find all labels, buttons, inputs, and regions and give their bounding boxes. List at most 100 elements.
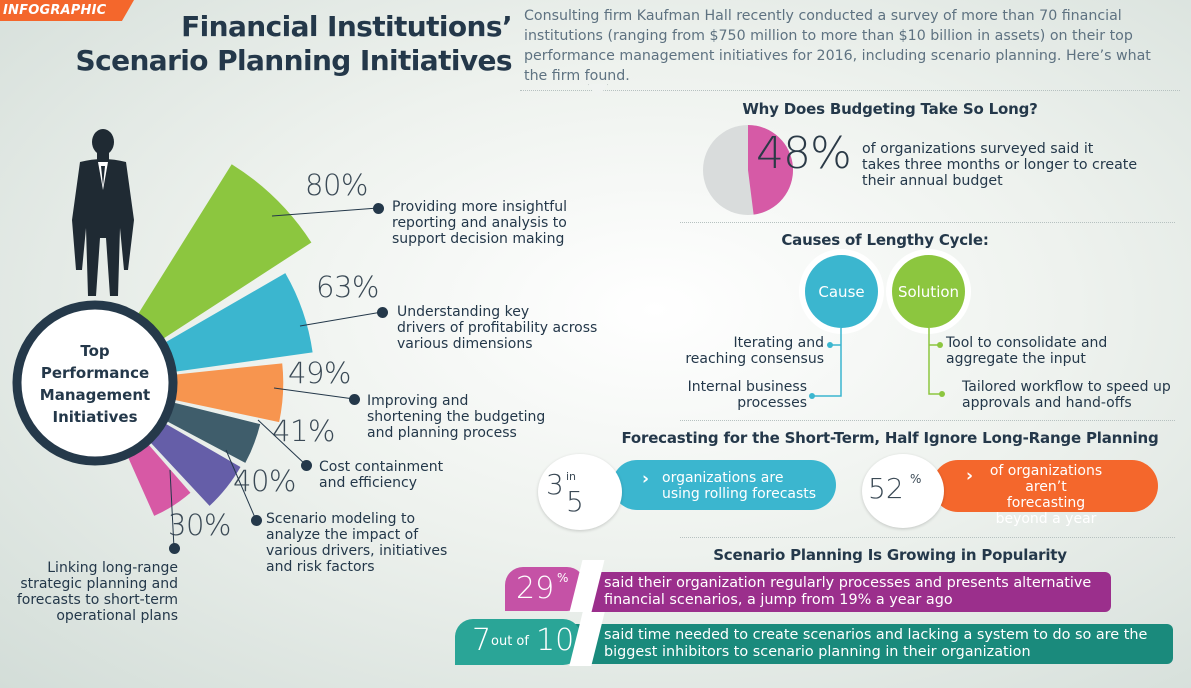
initiative-pct-6: 30% [168, 508, 231, 542]
divider-1 [680, 222, 1175, 223]
initiative-dot-6 [169, 543, 180, 554]
forecast-right-num: 52 [868, 472, 904, 505]
initiative-pct-2: 63% [316, 270, 379, 304]
scenario-bar-1 [575, 572, 1111, 612]
forecast-pill-left [612, 460, 836, 510]
scenario-bar-2 [575, 624, 1173, 664]
solution-item-2: Tailored workflow to speed up approvals … [962, 379, 1171, 411]
solution-item-2-line: Tailored workflow to speed up [962, 379, 1171, 395]
budgeting-text: of organizations surveyed said it takes … [862, 141, 1137, 189]
budgeting-text-line: of organizations surveyed said it [862, 141, 1094, 157]
title-line-1: Financial Institutions’ [181, 10, 513, 43]
scenario-row2-text: said time needed to create scenarios and… [604, 627, 1147, 661]
budgeting-title: Why Does Budgeting Take So Long? [742, 100, 1038, 118]
initiative-label-1-line: reporting and analysis to [392, 215, 567, 231]
initiative-pct-1: 80% [305, 168, 368, 202]
scenario-row2-text-line: said time needed to create scenarios and… [604, 627, 1148, 643]
forecast-left-num: 3 [546, 468, 564, 501]
initiative-label-5-line: various drivers, initiatives [266, 543, 448, 559]
budgeting-text-line: takes three months or longer to create [862, 157, 1138, 173]
forecast-left-text-line: organizations are [662, 470, 784, 486]
initiative-pct-4: 41% [272, 414, 335, 448]
intro-text: Consulting firm Kaufman Hall recently co… [524, 8, 1151, 84]
initiative-label-5: Scenario modeling to analyze the impact … [266, 511, 447, 575]
solution-item-1-line: aggregate the input [946, 351, 1086, 367]
chevron-right-icon: › [642, 469, 650, 489]
cause-item-2-line: Internal business [687, 379, 807, 395]
scenario-row1-num: 29 [516, 571, 555, 606]
initiative-label-4-line: Cost containment [319, 459, 444, 475]
scenario-row2-text-line: biggest inhibitors to scenario planning … [604, 644, 1031, 660]
scenario-row2-den: 10 [536, 623, 575, 658]
hub-circle [12, 300, 178, 466]
budgeting-pct: 48% [756, 128, 852, 179]
cause-item-2-line: processes [737, 395, 807, 411]
initiative-label-2-line: Understanding key [397, 304, 530, 320]
initiatives-fan [12, 129, 313, 516]
scenario-badge-2 [455, 619, 581, 665]
causes-connectors [809, 328, 945, 399]
solution-item-2-line: approvals and hand-offs [962, 395, 1132, 411]
initiative-label-1-line: Providing more insightful [392, 199, 567, 215]
businessman-icon [72, 129, 134, 296]
initiative-label-3-line: Improving and [367, 393, 469, 409]
cause-item-1-line: reaching consensus [685, 351, 824, 367]
chevron-right-icon: › [966, 466, 974, 486]
hub-label-line-2: Performance [40, 364, 150, 382]
forecast-badge-left [538, 454, 622, 530]
page-title: Financial Institutions’ Scenario Plannin… [52, 10, 513, 78]
hub-label: Top Performance Management Initiatives [25, 340, 165, 428]
initiative-label-1-line: support decision making [392, 231, 565, 247]
initiative-label-4-line: and efficiency [319, 475, 417, 491]
initiative-wedge-2 [162, 273, 313, 373]
initiative-label-5-line: analyze the impact of [266, 527, 419, 543]
cause-item-1-line: Iterating and [733, 335, 825, 351]
causes-title: Causes of Lengthy Cycle: [781, 231, 989, 249]
initiative-dot-5 [251, 515, 262, 526]
initiative-label-2-line: various dimensions [397, 336, 533, 352]
hub-label-line-4: Initiatives [52, 408, 138, 426]
initiative-pct-3: 49% [288, 356, 351, 390]
leader-lines [169, 207, 383, 549]
initiative-label-1: Providing more insightful reporting and … [392, 199, 567, 247]
forecast-right-text-line: of organizations [989, 463, 1103, 479]
divider-2 [680, 420, 1175, 421]
forecast-badge-right [862, 454, 944, 528]
scenario-row2-num: 7 [472, 623, 492, 658]
forecast-left-in: in [566, 470, 577, 483]
initiative-label-2-line: drivers of profitability across [397, 320, 598, 336]
initiative-label-6-line: Linking long-range [47, 560, 178, 576]
initiative-dot-3 [349, 394, 360, 405]
solution-item-1: Tool to consolidate and aggregate the in… [946, 335, 1107, 367]
initiative-label-6-line: forecasts to short-term [16, 592, 178, 608]
initiative-dot-4 [301, 460, 312, 471]
budgeting-text-line: their annual budget [862, 173, 1003, 189]
budgeting-pie [703, 125, 793, 215]
divider-3 [680, 537, 1175, 538]
initiative-label-4: Cost containment and efficiency [319, 459, 443, 491]
initiative-label-3-line: shortening the budgeting [367, 409, 546, 425]
scenario-row1-text-line: said their organization regularly proces… [604, 575, 1092, 591]
forecast-pill-right [932, 460, 1158, 512]
initiative-pct-5: 40% [233, 464, 296, 498]
initiative-label-6-line: strategic planning and [20, 576, 178, 592]
scenario-row2-mid: out of [491, 634, 529, 649]
initiative-wedge-4 [163, 401, 261, 463]
initiative-wedge-1 [136, 164, 312, 341]
divider-notch [588, 84, 608, 98]
forecast-left-den: 5 [566, 485, 584, 518]
initiative-wedge-5 [148, 422, 241, 506]
initiative-dot-2 [377, 307, 388, 318]
cause-item-1: Iterating and reaching consensus [640, 335, 824, 367]
forecast-right-text-line: aren’t forecasting [1006, 479, 1086, 511]
title-line-2: Scenario Planning Initiatives [75, 44, 513, 77]
initiative-label-3-line: and planning process [367, 425, 517, 441]
divider-top [520, 90, 1180, 91]
forecast-right-pct: % [910, 472, 922, 486]
initiative-label-3: Improving and shortening the budgeting a… [367, 393, 545, 441]
initiative-label-6-line: operational plans [56, 608, 178, 624]
budgeting-pie-slice [748, 125, 793, 215]
initiative-label-5-line: and risk factors [266, 559, 375, 575]
infographic-tag: INFOGRAPHIC [0, 0, 134, 21]
cause-item-2: Internal business processes [640, 379, 807, 411]
